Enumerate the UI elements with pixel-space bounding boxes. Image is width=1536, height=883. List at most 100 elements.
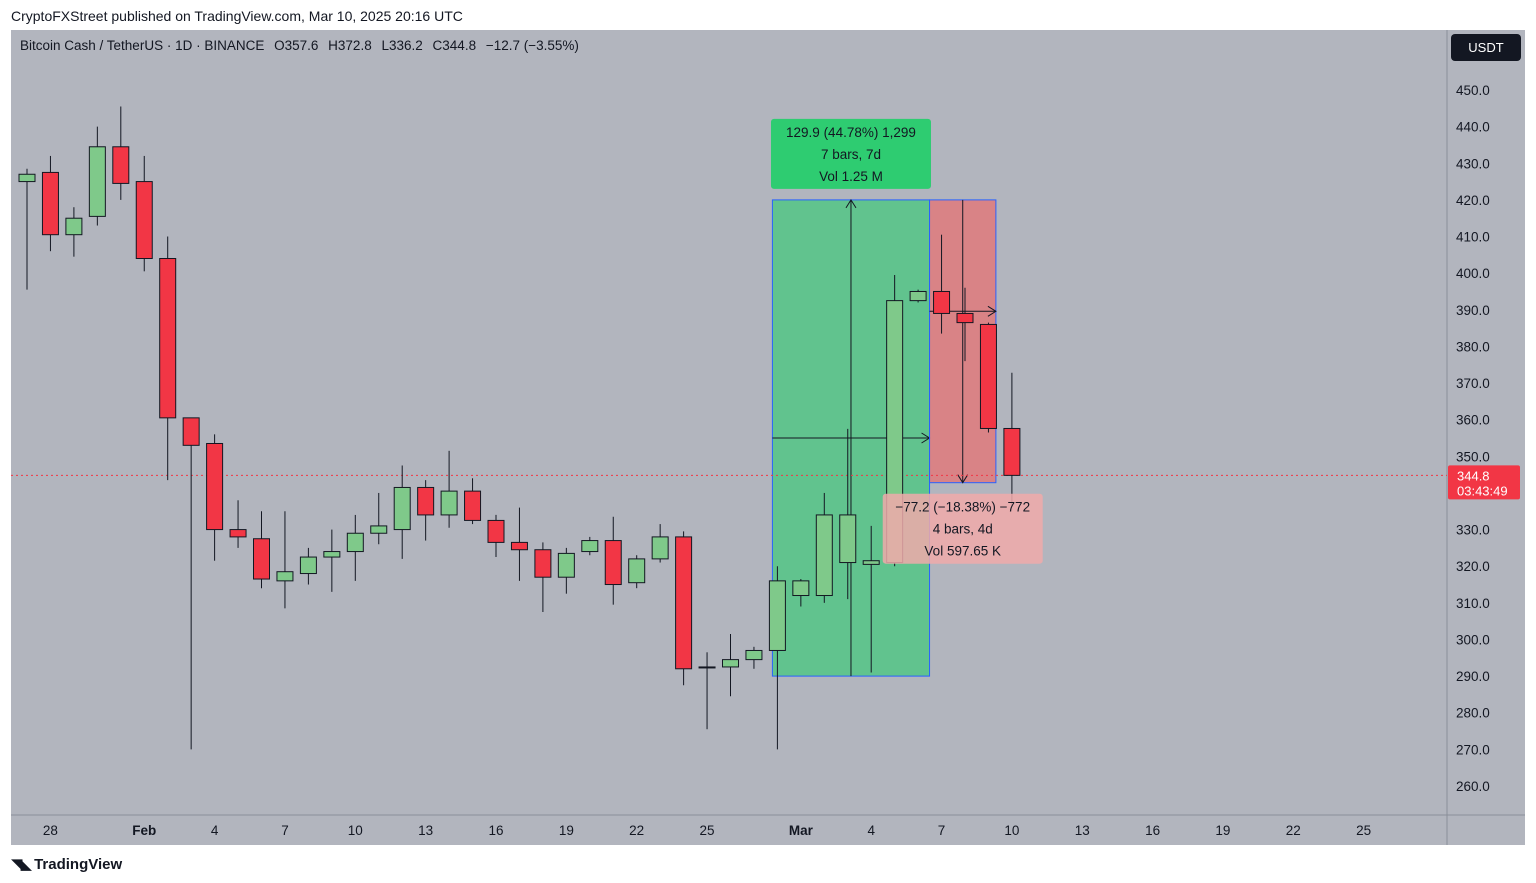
candle[interactable] (909, 289, 927, 303)
candle[interactable] (18, 168, 36, 290)
measure-tools[interactable] (771, 198, 997, 677)
candle-body (464, 490, 482, 521)
time-tick-label: 10 (1004, 823, 1019, 838)
tradingview-logo[interactable]: ◥◣ TradingView (11, 855, 122, 874)
candle[interactable] (464, 478, 482, 525)
measure-down-label-line-1: −77.2 (−18.38%) −772 (895, 500, 1030, 515)
candle[interactable] (933, 234, 951, 334)
candle[interactable] (41, 155, 59, 252)
candle-body (979, 323, 997, 429)
candle[interactable] (65, 207, 83, 257)
time-tick-label: 13 (1075, 823, 1090, 838)
measure-down-label-line-3: Vol 597.65 K (924, 544, 1001, 559)
candle[interactable] (722, 633, 739, 697)
price-tick-label: 280.0 (1456, 706, 1490, 721)
candle[interactable] (370, 492, 388, 545)
candle[interactable] (159, 236, 177, 481)
price-axis[interactable]: 260.0 270.0 280.0 290.0 300.0 310.0 320.0 330.0… (1446, 30, 1490, 845)
candle-body (276, 571, 294, 582)
price-tick-label: 290.0 (1456, 669, 1490, 684)
candle-body (698, 666, 716, 669)
candle[interactable] (768, 566, 786, 750)
candle[interactable] (651, 524, 669, 563)
candle[interactable] (1003, 372, 1021, 507)
candle-body (135, 181, 153, 260)
measure-up-label-line-1: 129.9 (44.78%) 1,299 (786, 125, 916, 140)
measure-down-arrowhead (957, 474, 969, 484)
candle[interactable] (862, 525, 880, 673)
price-tick-label: 440.0 (1456, 120, 1490, 135)
candle-body (182, 417, 200, 446)
price-tick-label: 260.0 (1456, 779, 1490, 794)
time-tick-label: 13 (418, 823, 433, 838)
candle[interactable] (112, 106, 130, 200)
candle[interactable] (88, 126, 106, 226)
symbol-name[interactable]: Bitcoin Cash / TetherUS · 1D · BINANCE (20, 38, 265, 53)
time-tick-label: Feb (132, 823, 156, 838)
candle[interactable] (956, 287, 974, 362)
measure-up-label-line-2: 7 bars, 7d (821, 147, 881, 162)
candle[interactable] (675, 531, 693, 686)
candle[interactable] (979, 322, 997, 433)
candle[interactable] (604, 516, 622, 605)
candle-body (206, 442, 224, 531)
candle[interactable] (792, 579, 810, 607)
candle[interactable] (253, 511, 270, 589)
time-tick-label: 28 (43, 823, 58, 838)
price-tick-label: 320.0 (1456, 559, 1490, 574)
candle[interactable] (135, 155, 153, 272)
candle[interactable] (487, 514, 505, 558)
candle[interactable] (323, 529, 341, 592)
candle-body (628, 558, 646, 584)
time-tick-label: 4 (211, 823, 219, 838)
candle-body (722, 659, 739, 668)
candle[interactable] (346, 514, 364, 581)
candle[interactable] (417, 480, 435, 541)
candle-body (839, 514, 857, 564)
publisher-attribution: CryptoFXStreet published on TradingView.… (11, 8, 463, 24)
candle-body (815, 514, 833, 597)
last-price-tag: 344.803:43:49 (1448, 465, 1520, 500)
measure-up-label: 129.9 (44.78%) 1,299 7 bars, 7d Vol 1.25 M (770, 118, 931, 189)
currency-button[interactable]: USDT (1451, 34, 1521, 61)
candle-body (253, 538, 270, 580)
candle-body (112, 146, 130, 184)
time-tick-label: 19 (559, 823, 574, 838)
time-tick-label: 10 (348, 823, 363, 838)
chart-area[interactable] (11, 30, 1525, 845)
candle[interactable] (393, 465, 411, 559)
candle[interactable] (745, 646, 763, 669)
measure-up-label-bg (770, 118, 931, 189)
candle[interactable] (182, 417, 200, 750)
candle[interactable] (276, 511, 294, 609)
candle-body (1003, 427, 1021, 476)
candle-body (510, 541, 528, 551)
price-tick-label: 350.0 (1456, 449, 1490, 464)
candle[interactable] (510, 507, 528, 581)
candle[interactable] (581, 536, 599, 556)
ohlc-high: H372.8 (328, 38, 372, 53)
price-tick-label: 270.0 (1456, 742, 1490, 757)
candle[interactable] (206, 434, 224, 561)
candle-body (909, 290, 927, 302)
price-tick-label: 450.0 (1456, 83, 1490, 98)
candle[interactable] (698, 652, 716, 730)
candle[interactable] (839, 428, 857, 600)
candle[interactable] (299, 547, 317, 585)
candle[interactable] (557, 547, 575, 594)
candle[interactable] (440, 450, 458, 528)
candle[interactable] (628, 555, 646, 589)
symbol-legend[interactable]: Bitcoin Cash / TetherUS · 1D · BINANCE O… (20, 38, 585, 53)
candle[interactable] (534, 542, 552, 612)
last-price-value: 344.8 (1457, 468, 1490, 483)
candle[interactable] (815, 492, 833, 603)
price-tick-label: 370.0 (1456, 376, 1490, 391)
candle[interactable] (229, 500, 247, 548)
ohlc-open: O357.6 (274, 38, 319, 53)
time-axis[interactable]: 28 Feb 4 7 10 13 16 19 22 25 Mar 4 7 10 13 16 19 22 25 (11, 814, 1525, 838)
measure-up-label-line-3: Vol 1.25 M (819, 169, 883, 184)
ohlc-close: C344.8 (432, 38, 477, 53)
candle-body (346, 532, 364, 553)
candle-body (370, 525, 388, 534)
